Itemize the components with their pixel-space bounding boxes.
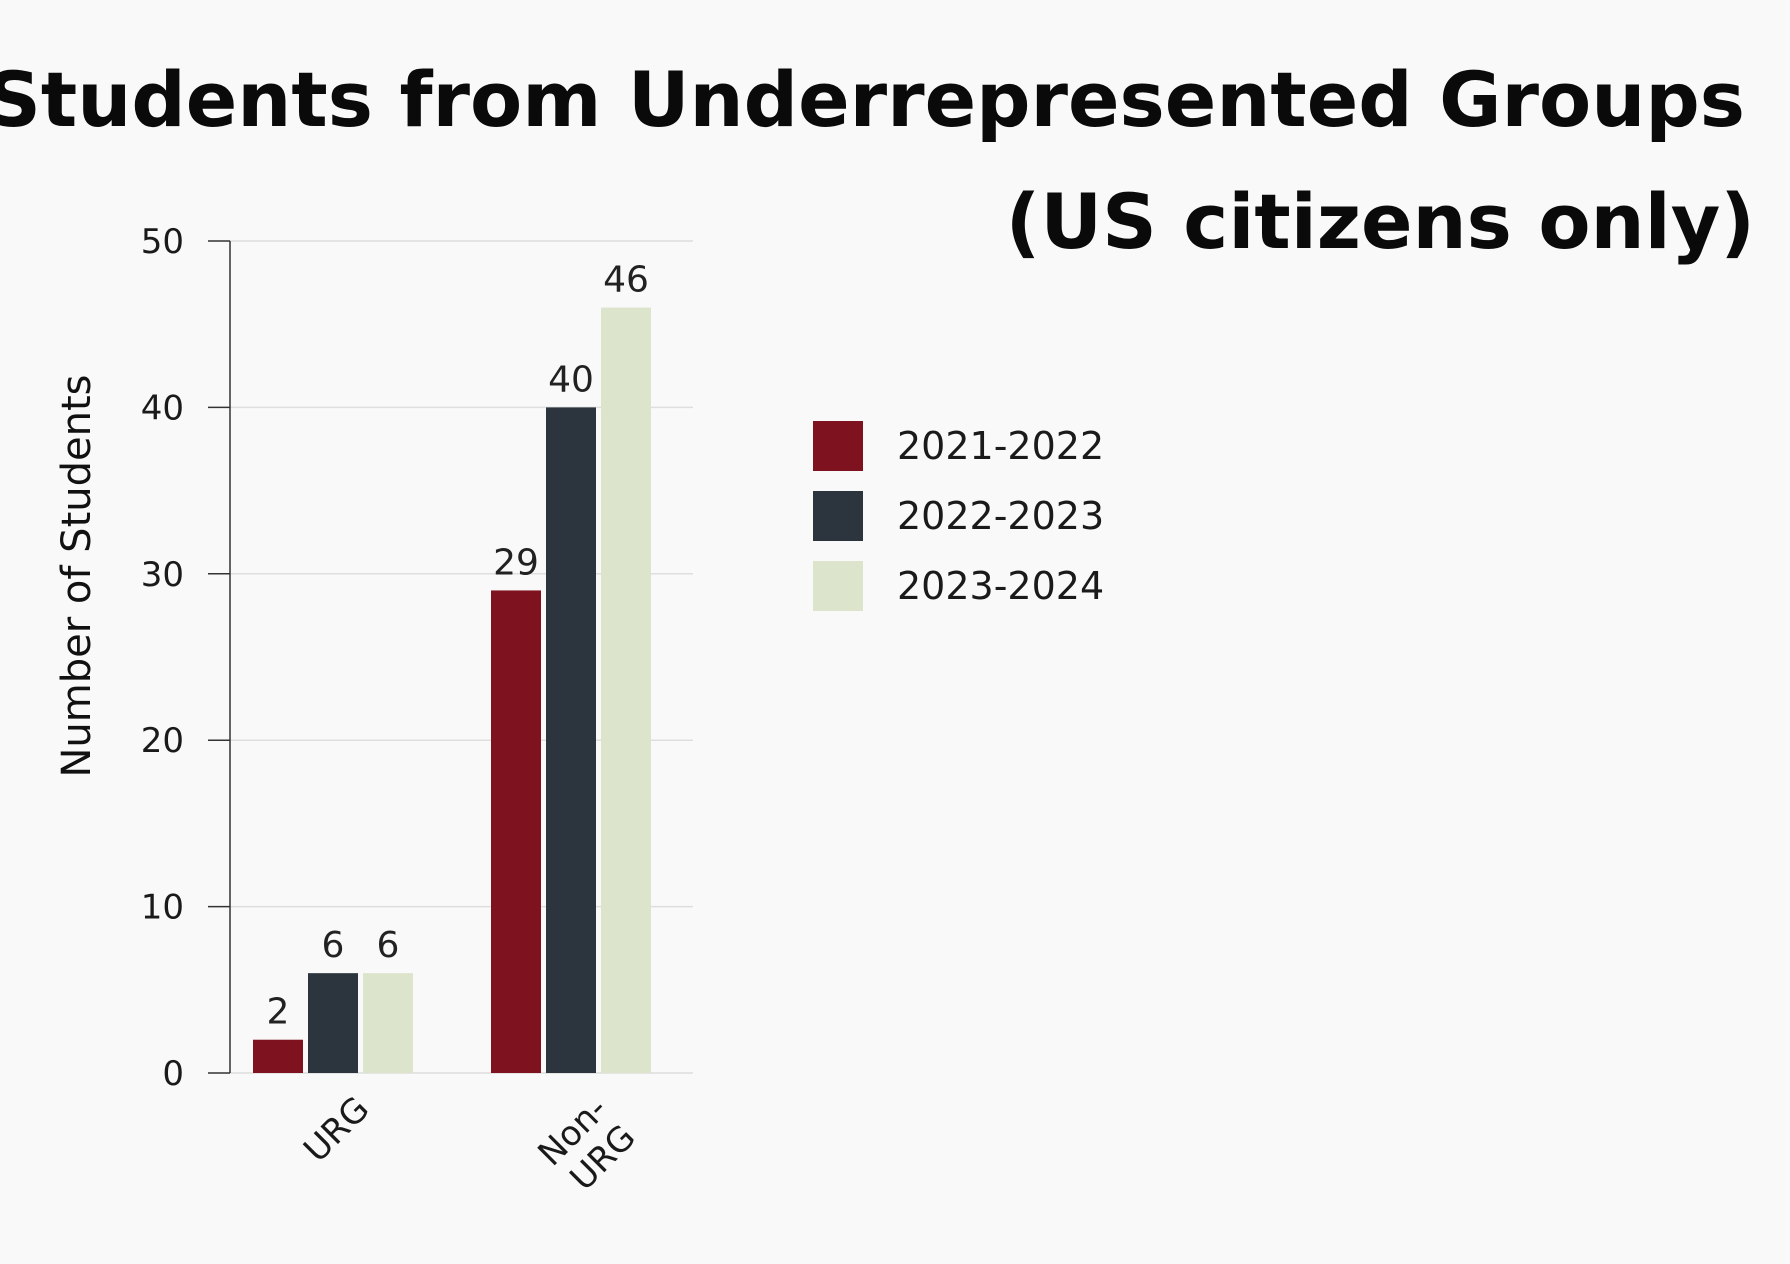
chart-title-line-2: (US citizens only) bbox=[1006, 177, 1755, 266]
legend-label-2022-2023: 2022-2023 bbox=[897, 494, 1104, 538]
y-tick-label-50: 50 bbox=[141, 222, 184, 262]
legend-swatch-2023-2024 bbox=[813, 561, 863, 611]
legend: 2021-2022 2022-2023 2023-2024 bbox=[813, 421, 1104, 611]
category-labels: URG Non-URG bbox=[296, 1089, 644, 1202]
data-label-non-urg-2021-2022: 29 bbox=[493, 542, 539, 583]
data-label-urg-2021-2022: 2 bbox=[267, 992, 290, 1033]
y-tick-label-20: 20 bbox=[141, 721, 184, 761]
bar-non-urg-2021-2022 bbox=[491, 590, 541, 1073]
legend-label-2021-2022: 2021-2022 bbox=[897, 424, 1104, 468]
legend-swatch-2022-2023 bbox=[813, 491, 863, 541]
axes: 0 10 20 30 40 50 bbox=[141, 222, 231, 1094]
bar-non-urg-2023-2024 bbox=[601, 307, 651, 1073]
y-tick-label-0: 0 bbox=[162, 1054, 184, 1094]
category-label-urg: URG bbox=[296, 1089, 377, 1170]
legend-label-2023-2024: 2023-2024 bbox=[897, 564, 1104, 608]
category-label-non-urg: Non-URG bbox=[530, 1089, 643, 1202]
y-tick-label-40: 40 bbox=[141, 388, 184, 428]
data-label-non-urg-2023-2024: 46 bbox=[603, 260, 649, 301]
bars bbox=[253, 307, 651, 1073]
data-label-urg-2022-2023: 6 bbox=[322, 925, 345, 966]
y-tick-label-10: 10 bbox=[141, 888, 184, 928]
bar-urg-2023-2024 bbox=[363, 973, 413, 1073]
bar-urg-2021-2022 bbox=[253, 1039, 303, 1073]
data-label-non-urg-2022-2023: 40 bbox=[548, 359, 594, 400]
y-axis-title: Number of Students bbox=[54, 375, 100, 778]
data-label-urg-2023-2024: 6 bbox=[377, 925, 400, 966]
y-tick-label-30: 30 bbox=[141, 555, 184, 595]
legend-swatch-2021-2022 bbox=[813, 421, 863, 471]
bar-urg-2022-2023 bbox=[308, 973, 358, 1073]
chart-title-line-1: Students from Underrepresented Groups bbox=[0, 55, 1745, 144]
bar-non-urg-2022-2023 bbox=[546, 407, 596, 1073]
chart-title: Students from Underrepresented Groups (U… bbox=[0, 55, 1755, 266]
